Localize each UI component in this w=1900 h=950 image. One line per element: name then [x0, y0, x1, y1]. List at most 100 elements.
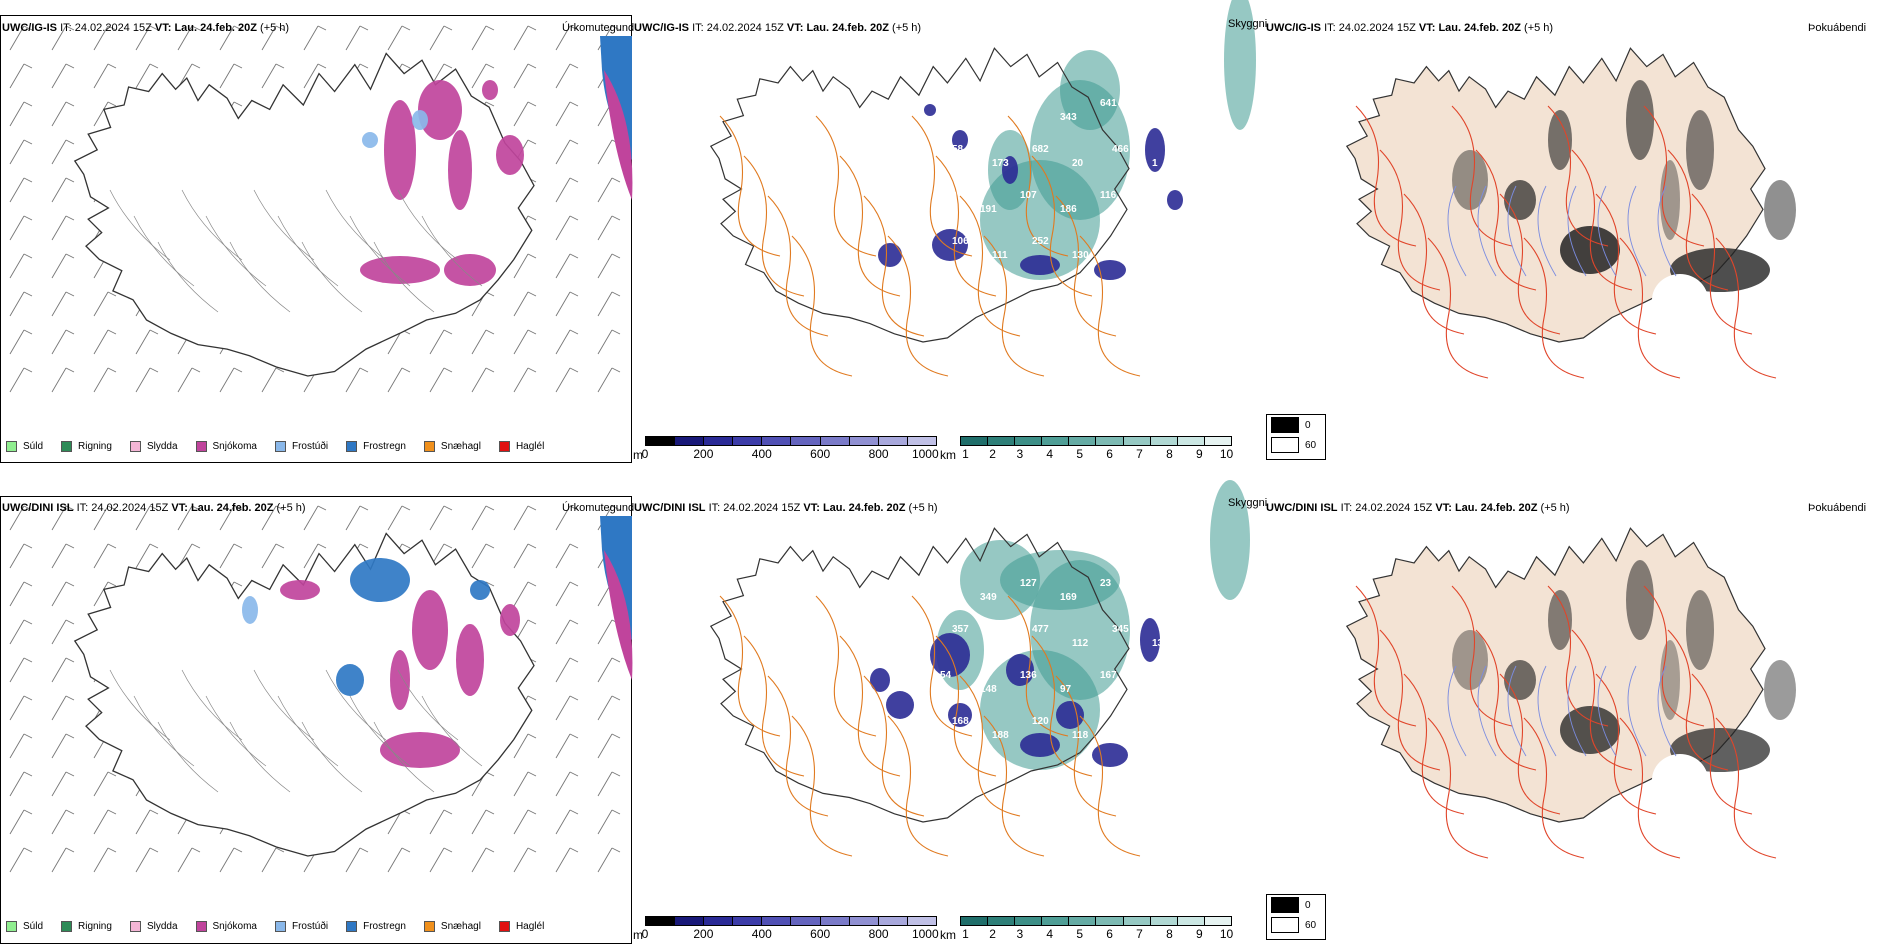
- colorbar-cell: [1096, 917, 1124, 925]
- visibility-area: [1000, 550, 1120, 610]
- cloud-base-value: 23: [1100, 578, 1112, 589]
- cloud-base-area: [1145, 128, 1165, 172]
- wind-barb: [555, 291, 579, 317]
- road: [397, 669, 459, 741]
- river: [1447, 185, 1467, 277]
- legend-swatch: [195, 920, 207, 932]
- road: [349, 695, 411, 767]
- colorbar-cell: [1177, 437, 1205, 445]
- fog-legend: 0 60: [1266, 894, 1326, 940]
- wind-barb: [471, 63, 495, 89]
- fog-area: [1626, 80, 1654, 160]
- river: [1507, 185, 1527, 277]
- road: [1595, 193, 1657, 335]
- wind-barb: [471, 543, 495, 569]
- legend-swatch: [498, 440, 510, 452]
- wind-barb: [9, 177, 33, 203]
- cloud-base-area: [1056, 701, 1084, 729]
- road: [791, 235, 853, 377]
- legend-item: Súld: [6, 440, 43, 452]
- road: [791, 715, 853, 857]
- legend-swatch: [6, 920, 17, 932]
- cloud-base-area: [1002, 156, 1018, 184]
- road: [719, 115, 781, 257]
- cloud-base-value: 136: [1020, 670, 1037, 681]
- precip-map: [9, 505, 633, 873]
- road: [1475, 629, 1537, 771]
- wind-barb: [513, 771, 537, 797]
- legend-swatch: [129, 920, 141, 932]
- wind-barb: [597, 253, 621, 279]
- fog-area: [1686, 110, 1714, 190]
- fog-area: [1452, 150, 1488, 210]
- road: [1691, 193, 1753, 335]
- colorbar-cell: [1015, 437, 1043, 445]
- wind-barb: [597, 657, 621, 683]
- wind-barb: [51, 25, 75, 51]
- colorbar-labels: 0 200 400 600 800 1000: [642, 446, 939, 461]
- wind-barb: [9, 695, 33, 721]
- precip-area: [380, 732, 460, 768]
- tick-label: 1000: [911, 447, 939, 461]
- colorbar-cells: [645, 436, 937, 446]
- cloud-base-unit: m: [633, 928, 643, 942]
- road: [277, 215, 339, 287]
- wind-barb: [597, 733, 621, 759]
- cloud-base-value: 130: [1072, 250, 1089, 261]
- cloud-base-value: 176: [980, 112, 997, 123]
- panel-title: Þokuábendi: [1808, 502, 1867, 514]
- wind-barb: [555, 63, 579, 89]
- road: [133, 695, 195, 767]
- legend-item: Snæhagl: [423, 440, 481, 452]
- river: [1567, 185, 1587, 277]
- wind-barb: [429, 847, 453, 873]
- road: [229, 241, 291, 313]
- legend-item: Rigning: [61, 920, 112, 932]
- wind-barb: [219, 505, 243, 531]
- tick-label: 200: [693, 447, 714, 461]
- cloud-base-value: 106: [952, 236, 969, 247]
- road: [1523, 237, 1585, 379]
- road: [181, 669, 243, 741]
- road: [301, 241, 363, 313]
- tick-label: 8: [1166, 447, 1173, 461]
- colorbar-cell: [762, 437, 792, 445]
- visibility-unit: km: [940, 448, 956, 462]
- cloud-base-value: 97: [1060, 684, 1072, 695]
- road: [1451, 105, 1513, 247]
- wind-barb: [51, 809, 75, 835]
- tick-label: 1000: [911, 927, 939, 941]
- road: [1451, 585, 1513, 727]
- legend-swatch: [1271, 897, 1299, 913]
- legend-swatch: [1271, 437, 1299, 453]
- colorbar-cell: [907, 917, 936, 925]
- wind-barb: [51, 63, 75, 89]
- road: [1643, 585, 1705, 727]
- cloud-base-value: 183: [1140, 204, 1157, 215]
- river: [1477, 185, 1497, 277]
- wind-barb: [471, 809, 495, 835]
- cloud-base-value: 173: [992, 158, 1009, 169]
- cloud-base-area: [924, 104, 936, 116]
- visibility-area: [1224, 0, 1256, 130]
- precip-legend: Súld Rigning Slydda Snjókoma Frostúði Fr…: [6, 436, 562, 456]
- road: [1379, 629, 1441, 771]
- wind-barb: [51, 657, 75, 683]
- road: [1547, 585, 1609, 727]
- road: [1007, 115, 1069, 257]
- visibility-area: [1210, 480, 1250, 600]
- wind-barb: [555, 329, 579, 355]
- precip-area: [448, 130, 472, 210]
- fog-area: [1764, 180, 1796, 240]
- road: [1403, 673, 1465, 815]
- visibility-area: [1060, 50, 1120, 130]
- visibility-colorbar: 1 2 3 4 5 6 7 8 9 10: [960, 436, 1233, 462]
- cloud-base-value: 113: [1152, 730, 1169, 741]
- colorbar-cells: [960, 916, 1232, 926]
- legend-item: Slydda: [129, 440, 178, 452]
- road: [109, 189, 171, 261]
- colorbar-cell: [704, 917, 734, 925]
- wind-barb: [9, 581, 33, 607]
- wind-barb: [93, 291, 117, 317]
- tick-label: 6: [1106, 927, 1113, 941]
